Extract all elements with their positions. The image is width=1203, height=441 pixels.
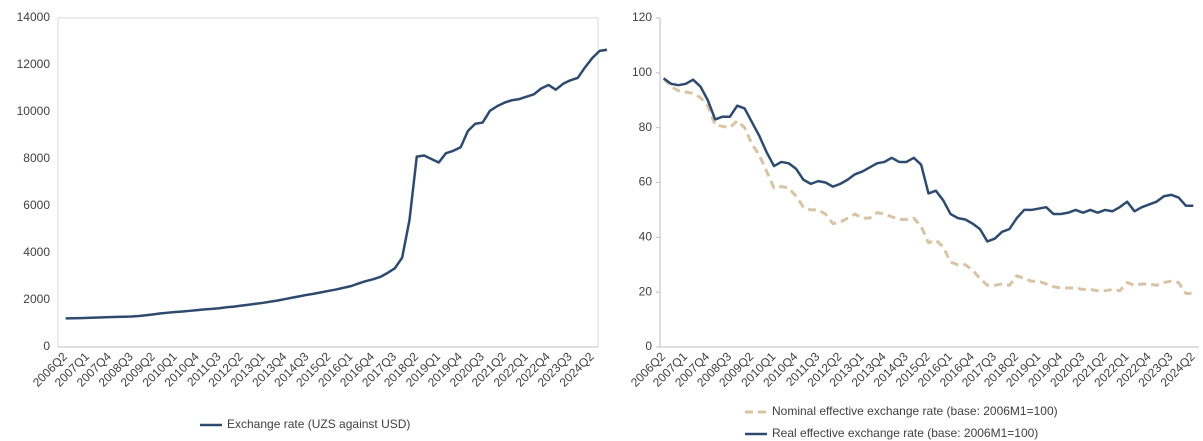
legend-label: Exchange rate (UZS against USD) [227, 417, 410, 431]
y-tick-label: 40 [639, 230, 653, 244]
y-tick-label: 14000 [17, 10, 51, 24]
y-tick-label: 60 [639, 175, 653, 189]
y-tick-label: 0 [43, 339, 50, 353]
y-tick-label: 10000 [17, 104, 51, 118]
chart-panel: 020004000600080001000012000140002006Q220… [17, 10, 608, 431]
y-tick-label: 0 [645, 339, 652, 353]
y-tick-label: 12000 [17, 57, 51, 71]
y-tick-label: 120 [632, 10, 652, 24]
y-tick-label: 20 [639, 284, 653, 298]
series-line [662, 77, 1194, 296]
y-tick-label: 80 [639, 120, 653, 134]
y-tick-label: 6000 [23, 198, 50, 212]
chart-panel: 0204060801001202006Q22007Q12007Q42008Q32… [628, 10, 1199, 440]
y-tick-label: 2000 [23, 292, 50, 306]
series-line [662, 77, 1194, 243]
legend-label: Nominal effective exchange rate (base: 2… [772, 404, 1058, 418]
y-tick-label: 8000 [23, 151, 50, 165]
y-tick-label: 4000 [23, 245, 50, 259]
plot-frame [57, 17, 599, 348]
y-tick-label: 100 [632, 65, 652, 79]
legend-label: Real effective exchange rate (base: 2006… [772, 426, 1038, 440]
series-line [65, 48, 608, 320]
